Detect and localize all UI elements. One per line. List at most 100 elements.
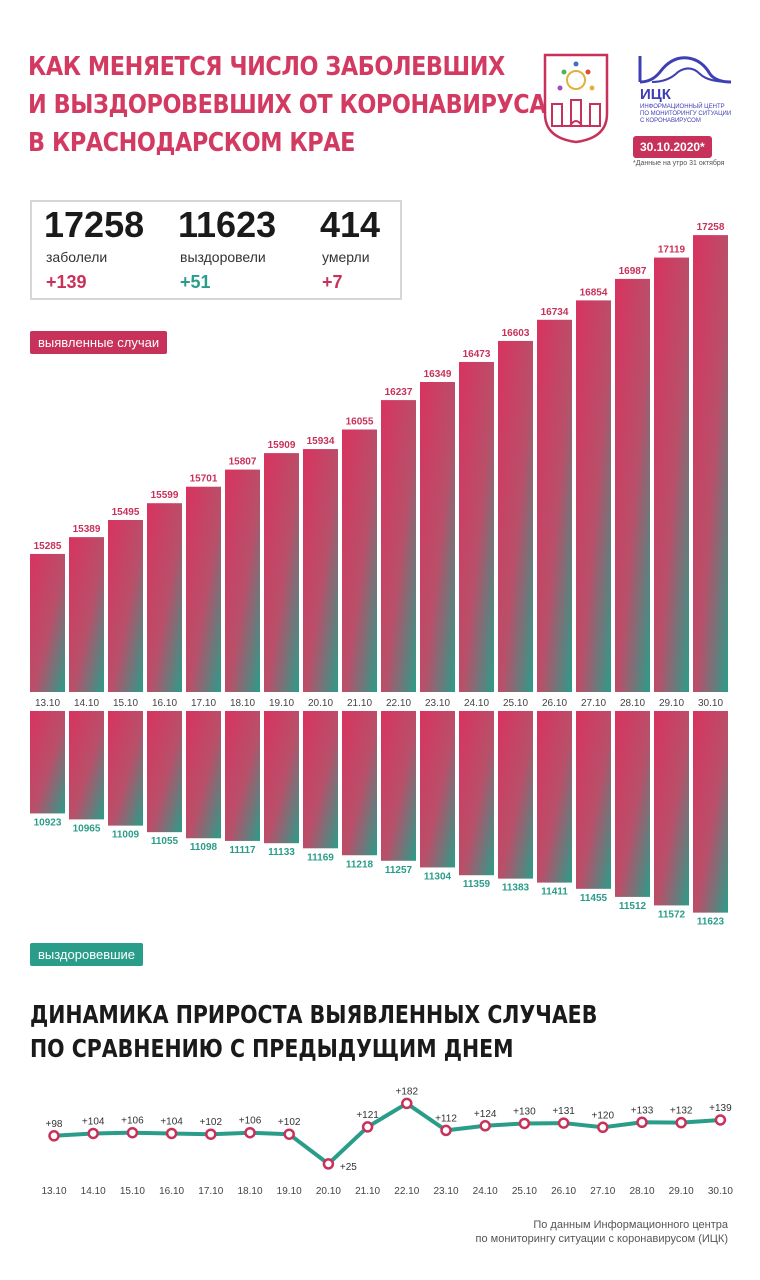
recovered-bar — [381, 711, 416, 861]
growth-point-label: +102 — [200, 1117, 223, 1128]
growth-point — [205, 1128, 217, 1140]
growth-point — [244, 1126, 256, 1139]
growth-point — [87, 1127, 99, 1140]
growth-point — [126, 1126, 139, 1139]
date-tick-label: 15.10 — [113, 698, 138, 709]
recovered-bar — [108, 711, 143, 826]
stat-recovered-value: 11623 — [178, 204, 277, 245]
growth-point-label: +139 — [709, 1103, 732, 1114]
cases-bar — [654, 257, 689, 692]
date-tick-label: 28.10 — [620, 698, 645, 709]
growth-point — [165, 1127, 178, 1140]
ick-subtitle-line: ПО МОНИТОРИНГУ СИТУАЦИИ — [640, 111, 732, 117]
cases-bar-label: 15909 — [268, 440, 296, 451]
recovered-bar-label: 11359 — [463, 879, 491, 890]
cases-bar — [264, 453, 299, 692]
growth-point — [714, 1114, 727, 1126]
growth-point-label: +98 — [46, 1119, 63, 1130]
date-tick-label: 24.10 — [464, 698, 489, 709]
recovered-bar-label: 11383 — [502, 883, 530, 894]
stat-cases-label: заболели — [46, 249, 108, 265]
logos: ИЦК ИНФОРМАЦИОННЫЙ ЦЕНТР ПО МОНИТОРИНГУ … — [538, 44, 738, 174]
recovered-bar-label: 11623 — [697, 917, 725, 928]
cases-bar — [498, 340, 533, 692]
ick-wave-logo-icon — [638, 56, 732, 84]
date-tick-label: 17.10 — [191, 698, 216, 709]
cases-bar-label: 15495 — [112, 507, 140, 518]
growth-x-tick-label: 14.10 — [81, 1186, 106, 1197]
date-note: *Данные на утро 31 октября — [633, 160, 725, 167]
date-tick-label: 19.10 — [269, 698, 294, 709]
cases-bar-label: 16473 — [463, 349, 491, 360]
growth-point — [322, 1158, 335, 1170]
growth-point-label: +182 — [396, 1086, 419, 1097]
growth-point — [518, 1117, 531, 1130]
growth-point — [48, 1130, 60, 1142]
recovered-bar-label: 11169 — [307, 852, 334, 863]
growth-point-label: +121 — [356, 1110, 379, 1121]
date-tick-label: 30.10 — [698, 698, 723, 709]
date-tick-label: 16.10 — [152, 698, 177, 709]
growth-point — [597, 1121, 609, 1134]
growth-x-tick-label: 29.10 — [669, 1186, 694, 1197]
growth-x-tick-label: 27.10 — [590, 1186, 615, 1197]
cases-bar-label: 15599 — [151, 490, 179, 501]
cases-bar-label: 15285 — [34, 541, 62, 552]
growth-x-tick-label: 22.10 — [394, 1186, 419, 1197]
cases-bar — [420, 382, 455, 692]
growth-point-label: +130 — [513, 1106, 536, 1117]
recovered-bar — [420, 711, 455, 868]
line-chart-title: ДИНАМИКА ПРИРОСТА ВЫЯВЛЕННЫХ СЛУЧАЕВ ПО … — [30, 998, 597, 1066]
recovered-bar — [147, 711, 182, 833]
krasnodar-crest-icon — [543, 53, 609, 144]
recovered-bar — [693, 711, 728, 913]
recovered-bar-label: 11512 — [619, 901, 647, 912]
line-chart-title-line: ПО СРАВНЕНИЮ С ПРЕДЫДУЩИМ ДНЕМ — [30, 1034, 514, 1063]
growth-point — [401, 1097, 413, 1110]
recovered-bar — [537, 711, 572, 883]
cases-bar — [108, 520, 143, 692]
growth-point-label: +104 — [82, 1116, 105, 1127]
cases-bar — [693, 235, 728, 693]
stat-deaths-delta: +7 — [322, 272, 343, 292]
growth-point-label: +120 — [592, 1110, 615, 1121]
cases-bar — [30, 553, 65, 692]
growth-x-tick-label: 23.10 — [433, 1186, 458, 1197]
recovered-bar-label: 11572 — [658, 909, 686, 920]
recovered-bar — [225, 711, 260, 841]
growth-point-label: +132 — [670, 1106, 693, 1117]
recovered-bar — [615, 711, 650, 897]
date-tick-label: 21.10 — [347, 698, 372, 709]
recovered-bar — [342, 711, 377, 856]
growth-x-tick-label: 21.10 — [355, 1186, 380, 1197]
growth-point — [479, 1120, 491, 1132]
recovered-bar — [30, 711, 65, 814]
growth-x-tick-label: 28.10 — [629, 1186, 654, 1197]
recovered-bar — [303, 711, 338, 849]
cases-bar-label: 16349 — [424, 369, 452, 380]
recovered-bar-label: 11218 — [346, 859, 374, 870]
recovered-bar-label: 10923 — [34, 817, 62, 828]
ick-subtitle-line: ИНФОРМАЦИОННЫЙ ЦЕНТР — [640, 104, 725, 110]
growth-point — [557, 1117, 570, 1129]
stat-deaths-label: умерли — [322, 249, 370, 265]
growth-x-tick-label: 18.10 — [237, 1186, 262, 1197]
cases-bar-label: 16854 — [580, 287, 608, 298]
growth-point-label: +133 — [631, 1105, 654, 1116]
recovered-bar — [69, 711, 104, 820]
recovered-bar-label: 11455 — [580, 893, 608, 904]
date-tick-label: 20.10 — [308, 698, 333, 709]
stat-cases-delta: +139 — [46, 272, 87, 292]
cases-bar — [303, 449, 338, 692]
cases-bar-label: 16987 — [619, 266, 647, 277]
date-tick-label: 18.10 — [230, 698, 255, 709]
growth-x-tick-label: 26.10 — [551, 1186, 576, 1197]
cases-bar-label: 17119 — [658, 245, 686, 256]
cases-bar — [342, 429, 377, 692]
date-tick-label: 22.10 — [386, 698, 411, 709]
growth-x-tick-label: 24.10 — [473, 1186, 498, 1197]
ick-subtitle-line: С КОРОНАВИРУСОМ — [640, 118, 701, 124]
growth-point-label: +106 — [239, 1116, 262, 1127]
